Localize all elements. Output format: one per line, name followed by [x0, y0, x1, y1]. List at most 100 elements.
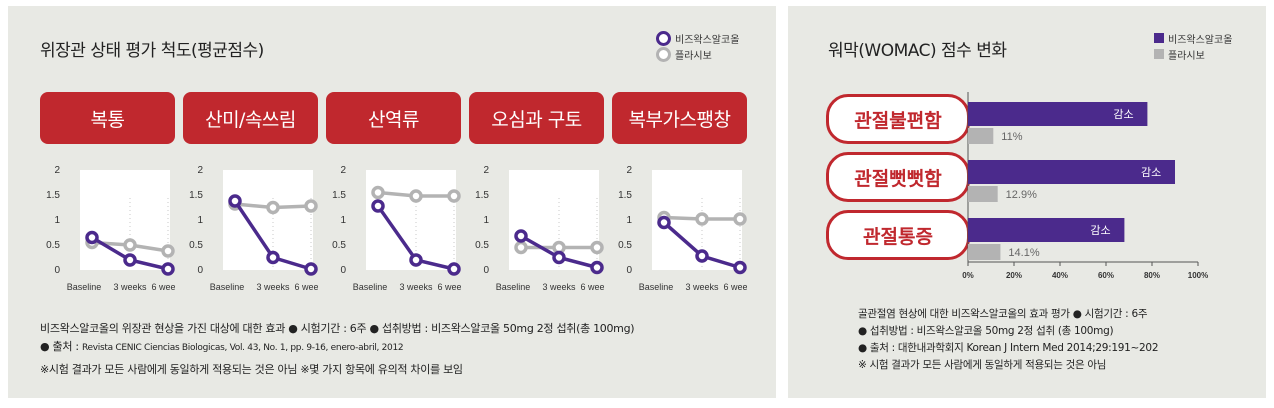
x-tick-label: 3 weeks: [685, 282, 719, 292]
legend-label-placebo-r: 플라시보: [1168, 50, 1205, 62]
y-tick-label: 0: [54, 265, 60, 276]
data-point-placebo: [409, 189, 423, 203]
y-tick-label: 0.5: [46, 240, 60, 251]
y-tick-label: 0.5: [332, 240, 346, 251]
data-point-placebo: [304, 199, 318, 213]
legend-swatch-active: [1154, 33, 1164, 43]
chart-header-2: 산미/속쓰림: [183, 92, 318, 144]
y-tick-label: 1.5: [189, 190, 203, 201]
line-chart-5: 0 0.5 1 1.5 2 Baseline 3 weeks 6 weeks: [618, 165, 747, 292]
data-point-placebo: [371, 185, 385, 200]
data-point-active: [161, 262, 175, 276]
y-tick-label: 0.5: [475, 240, 489, 251]
y-tick-label: 0: [197, 265, 203, 276]
data-point-active: [447, 262, 461, 276]
data-point-active: [371, 199, 385, 213]
y-tick-label: 2: [483, 165, 489, 176]
x-tick-label: Baseline: [353, 282, 388, 292]
x-tick-label: 3 weeks: [113, 282, 147, 292]
y-tick-label: 1.5: [618, 190, 632, 201]
data-point-active: [733, 260, 747, 275]
data-point-active: [590, 260, 604, 275]
y-tick-label: 1: [340, 215, 346, 226]
right-legend: 비즈왁스알코올 플라시보: [1154, 30, 1232, 62]
legend-label-active-r: 비즈왁스알코올: [1168, 34, 1233, 46]
data-point-active: [266, 250, 280, 265]
legend-label-placebo: 플라시보: [675, 50, 712, 62]
x-tick-label: 100%: [1188, 271, 1208, 280]
x-tick-label: Baseline: [67, 282, 102, 292]
left-foot-line2: ● 출처 : Revista CENIC Ciencias Biologicas…: [40, 338, 634, 357]
data-point-placebo: [161, 244, 175, 258]
data-point-active: [552, 250, 566, 265]
chart-header-4: 오심과 구토: [469, 92, 604, 144]
x-tick-label: 6 weeks: [151, 282, 175, 292]
category-label-1: 관절불편함: [826, 94, 970, 144]
data-point-placebo: [123, 238, 137, 252]
x-tick-label: 0%: [962, 271, 974, 280]
bar-active: [968, 160, 1175, 184]
bar-label-active: 감소: [1113, 108, 1133, 121]
x-tick-label: 3 weeks: [542, 282, 576, 292]
right-title: 워막(WOMAC) 점수 변화: [828, 41, 1007, 61]
data-point-active: [85, 230, 99, 245]
right-footnotes: 골관절염 현상에 대한 비즈왁스알코올의 효과 평가 ● 시험기간 : 6주 ●…: [858, 306, 1159, 374]
right-foot-line2: ● 섭취방법 : 비즈왁스알코올 50mg 2정 섭취 (총 100mg): [858, 325, 1114, 337]
x-tick-label: 20%: [1006, 271, 1022, 280]
y-tick-label: 1: [483, 215, 489, 226]
chart-header-1: 복통: [40, 92, 175, 144]
x-tick-label: 6 weeks: [580, 282, 604, 292]
data-point-active: [514, 229, 528, 243]
data-point-active: [409, 253, 423, 267]
y-tick-label: 2: [340, 165, 346, 176]
left-footnotes: 비즈왁스알코올의 위장관 현상을 가진 대상에 대한 효과 ● 시험기간 : 6…: [40, 320, 635, 379]
category-label-3: 관절통증: [826, 210, 970, 260]
bar-active: [968, 218, 1125, 242]
left-foot-line3: ※시험 결과가 모든 사람에게 동일하게 적용되는 것은 아님 ※몇 가지 항목…: [40, 363, 463, 376]
legend-item-active: 비즈왁스알코올: [656, 30, 739, 46]
bar-label-placebo: 11%: [1001, 131, 1022, 143]
data-point-active: [123, 253, 137, 267]
left-foot-line1: 비즈왁스알코올의 위장관 현상을 가진 대상에 대한 효과 ● 시험기간 : 6…: [40, 322, 635, 335]
data-point-placebo: [266, 200, 280, 215]
y-tick-label: 0.5: [618, 240, 632, 251]
line-chart-4: 0 0.5 1 1.5 2 Baseline 3 weeks 6 weeks: [475, 165, 604, 292]
data-point-active: [228, 194, 242, 208]
x-tick-label: 80%: [1144, 271, 1160, 280]
data-point-active: [304, 262, 318, 276]
left-panel: 위장관 상태 평가 척도(평균점수) 비즈왁스알코올 플라시보 복통 산미/속쓰…: [8, 6, 776, 398]
y-tick-label: 1: [197, 215, 203, 226]
bar-label-placebo: 12.9%: [1006, 189, 1037, 201]
bar-placebo: [968, 186, 998, 202]
chart-header-5: 복부가스팽창: [612, 92, 747, 144]
right-panel: 워막(WOMAC) 점수 변화 비즈왁스알코올 플라시보 관절불편함 관절뻣뻣함…: [788, 6, 1266, 398]
legend-item-placebo-r: 플라시보: [1154, 46, 1232, 62]
x-tick-label: 3 weeks: [256, 282, 290, 292]
right-foot-line1: 골관절염 현상에 대한 비즈왁스알코올의 효과 평가 ● 시험기간 : 6주: [858, 308, 1148, 320]
legend-marker-placebo: [656, 46, 671, 62]
bar-placebo: [968, 244, 1001, 260]
y-tick-label: 1: [626, 215, 632, 226]
y-tick-label: 1.5: [332, 190, 346, 201]
bar-placebo: [968, 128, 994, 144]
line-chart-2: 0 0.5 1 1.5 2 Baseline 3 weeks 6 weeks: [189, 165, 318, 292]
data-point-active: [657, 215, 671, 230]
line-chart-3: 0 0.5 1 1.5 2 Baseline 3 weeks 6 weeks: [332, 165, 461, 292]
right-foot-line3: ● 출처 : 대한내과학회지 Korean J Intern Med 2014;…: [858, 342, 1159, 354]
chart-header-3: 산역류: [326, 92, 461, 144]
category-label-2: 관절뻣뻣함: [826, 152, 970, 202]
x-tick-label: 6 weeks: [723, 282, 747, 292]
data-point-placebo: [695, 212, 709, 226]
y-tick-label: 1.5: [46, 190, 60, 201]
data-point-placebo: [590, 240, 604, 255]
left-foot-line2-source: Revista CENIC Ciencias Biologicas, Vol. …: [81, 343, 404, 353]
data-point-placebo: [447, 189, 461, 203]
x-tick-label: Baseline: [210, 282, 245, 292]
x-tick-label: 6 weeks: [294, 282, 318, 292]
legend-item-placebo: 플라시보: [656, 46, 739, 62]
bar-label-active: 감소: [1090, 224, 1110, 237]
bar-active: [968, 102, 1148, 126]
y-tick-label: 2: [197, 165, 203, 176]
x-tick-label: 3 weeks: [399, 282, 433, 292]
womac-bar-chart: 0% 20% 40% 60% 80% 100% 감소 11% 감소 12.9% 감소 14.1%: [962, 92, 1208, 280]
